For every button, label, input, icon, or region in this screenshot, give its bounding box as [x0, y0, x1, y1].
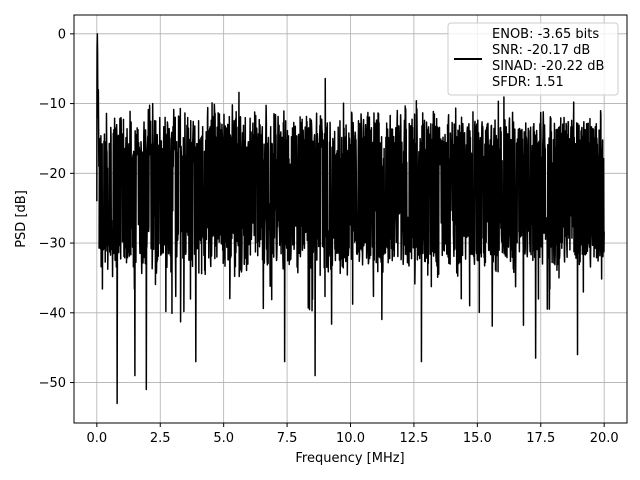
- y-tick-label: −30: [39, 237, 66, 252]
- y-tick-label: −40: [39, 306, 66, 321]
- y-axis-label: PSD [dB]: [14, 190, 29, 248]
- legend-entry-snr: SNR: -20.17 dB: [492, 43, 590, 58]
- x-tick-label: 17.5: [526, 431, 555, 446]
- x-tick-label: 5.0: [213, 431, 234, 446]
- x-tick-label: 2.5: [150, 431, 171, 446]
- x-axis-label: Frequency [MHz]: [295, 451, 404, 466]
- y-tick-label: 0: [58, 27, 66, 42]
- legend-box: [447, 22, 619, 96]
- legend-entry-enob: ENOB: -3.65 bits: [492, 27, 599, 42]
- x-tick-label: 12.5: [399, 431, 428, 446]
- x-tick-label: 15.0: [463, 431, 492, 446]
- x-tick-label: 7.5: [277, 431, 298, 446]
- y-tick-label: −50: [39, 376, 66, 391]
- x-tick-label: 0.0: [86, 431, 107, 446]
- axis-labels: Frequency [MHz] PSD [dB]: [14, 190, 405, 466]
- legend-entry-sfdr: SFDR: 1.51: [492, 75, 564, 90]
- axis-ticks: 0.0 2.5 5.0 7.5 10.0 12.5 15.0 17.5 20.0 0 −10 −20 −…: [39, 27, 619, 446]
- legend: ENOB: -3.65 bits SNR: -20.17 dB SINAD: -…: [447, 22, 619, 96]
- x-tick-label: 10.0: [336, 431, 365, 446]
- psd-series-line: [96, 33, 605, 405]
- legend-entry-sinad: SINAD: -20.22 dB: [492, 59, 604, 74]
- y-tick-label: −10: [39, 97, 66, 112]
- x-tick-label: 20.0: [590, 431, 619, 446]
- y-tick-label: −20: [39, 167, 66, 182]
- data-area: [96, 33, 605, 405]
